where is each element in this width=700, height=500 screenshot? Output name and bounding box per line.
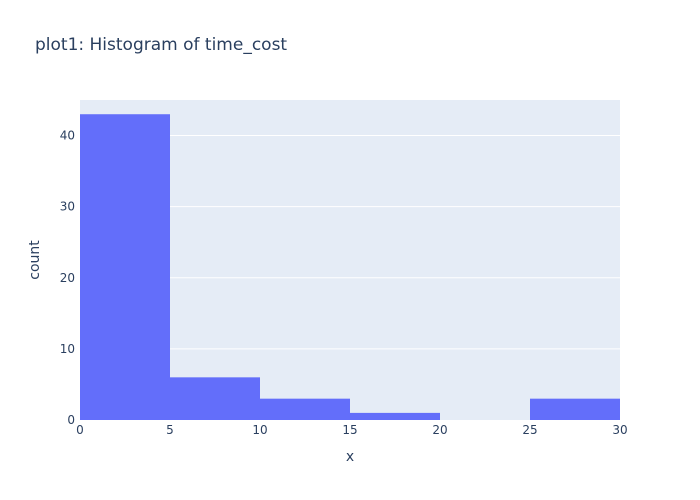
y-tick-label: 30 <box>60 200 75 214</box>
histogram-bar <box>260 398 350 420</box>
histogram-bars <box>80 114 620 420</box>
y-axis-label: count <box>27 240 43 280</box>
y-tick-label: 20 <box>60 271 75 285</box>
histogram-bar <box>80 114 170 420</box>
x-tick-label: 15 <box>342 423 357 437</box>
y-tick-label: 40 <box>60 129 75 143</box>
x-tick-label: 10 <box>252 423 267 437</box>
y-tick-label: 10 <box>60 342 75 356</box>
x-axis-ticks: 0 5 10 15 20 25 30 <box>76 423 627 437</box>
x-tick-label: 5 <box>166 423 174 437</box>
chart-title: plot1: Histogram of time_cost <box>35 35 287 55</box>
x-tick-label: 0 <box>76 423 84 437</box>
y-axis-ticks: 0 10 20 30 40 <box>60 129 75 427</box>
x-axis-label: x <box>346 449 354 465</box>
histogram-bar <box>350 412 440 420</box>
y-tick-label: 0 <box>67 413 75 427</box>
x-tick-label: 20 <box>432 423 447 437</box>
histogram-bar <box>530 398 620 420</box>
x-tick-label: 25 <box>522 423 537 437</box>
x-tick-label: 30 <box>612 423 627 437</box>
histogram-bar <box>170 377 260 420</box>
